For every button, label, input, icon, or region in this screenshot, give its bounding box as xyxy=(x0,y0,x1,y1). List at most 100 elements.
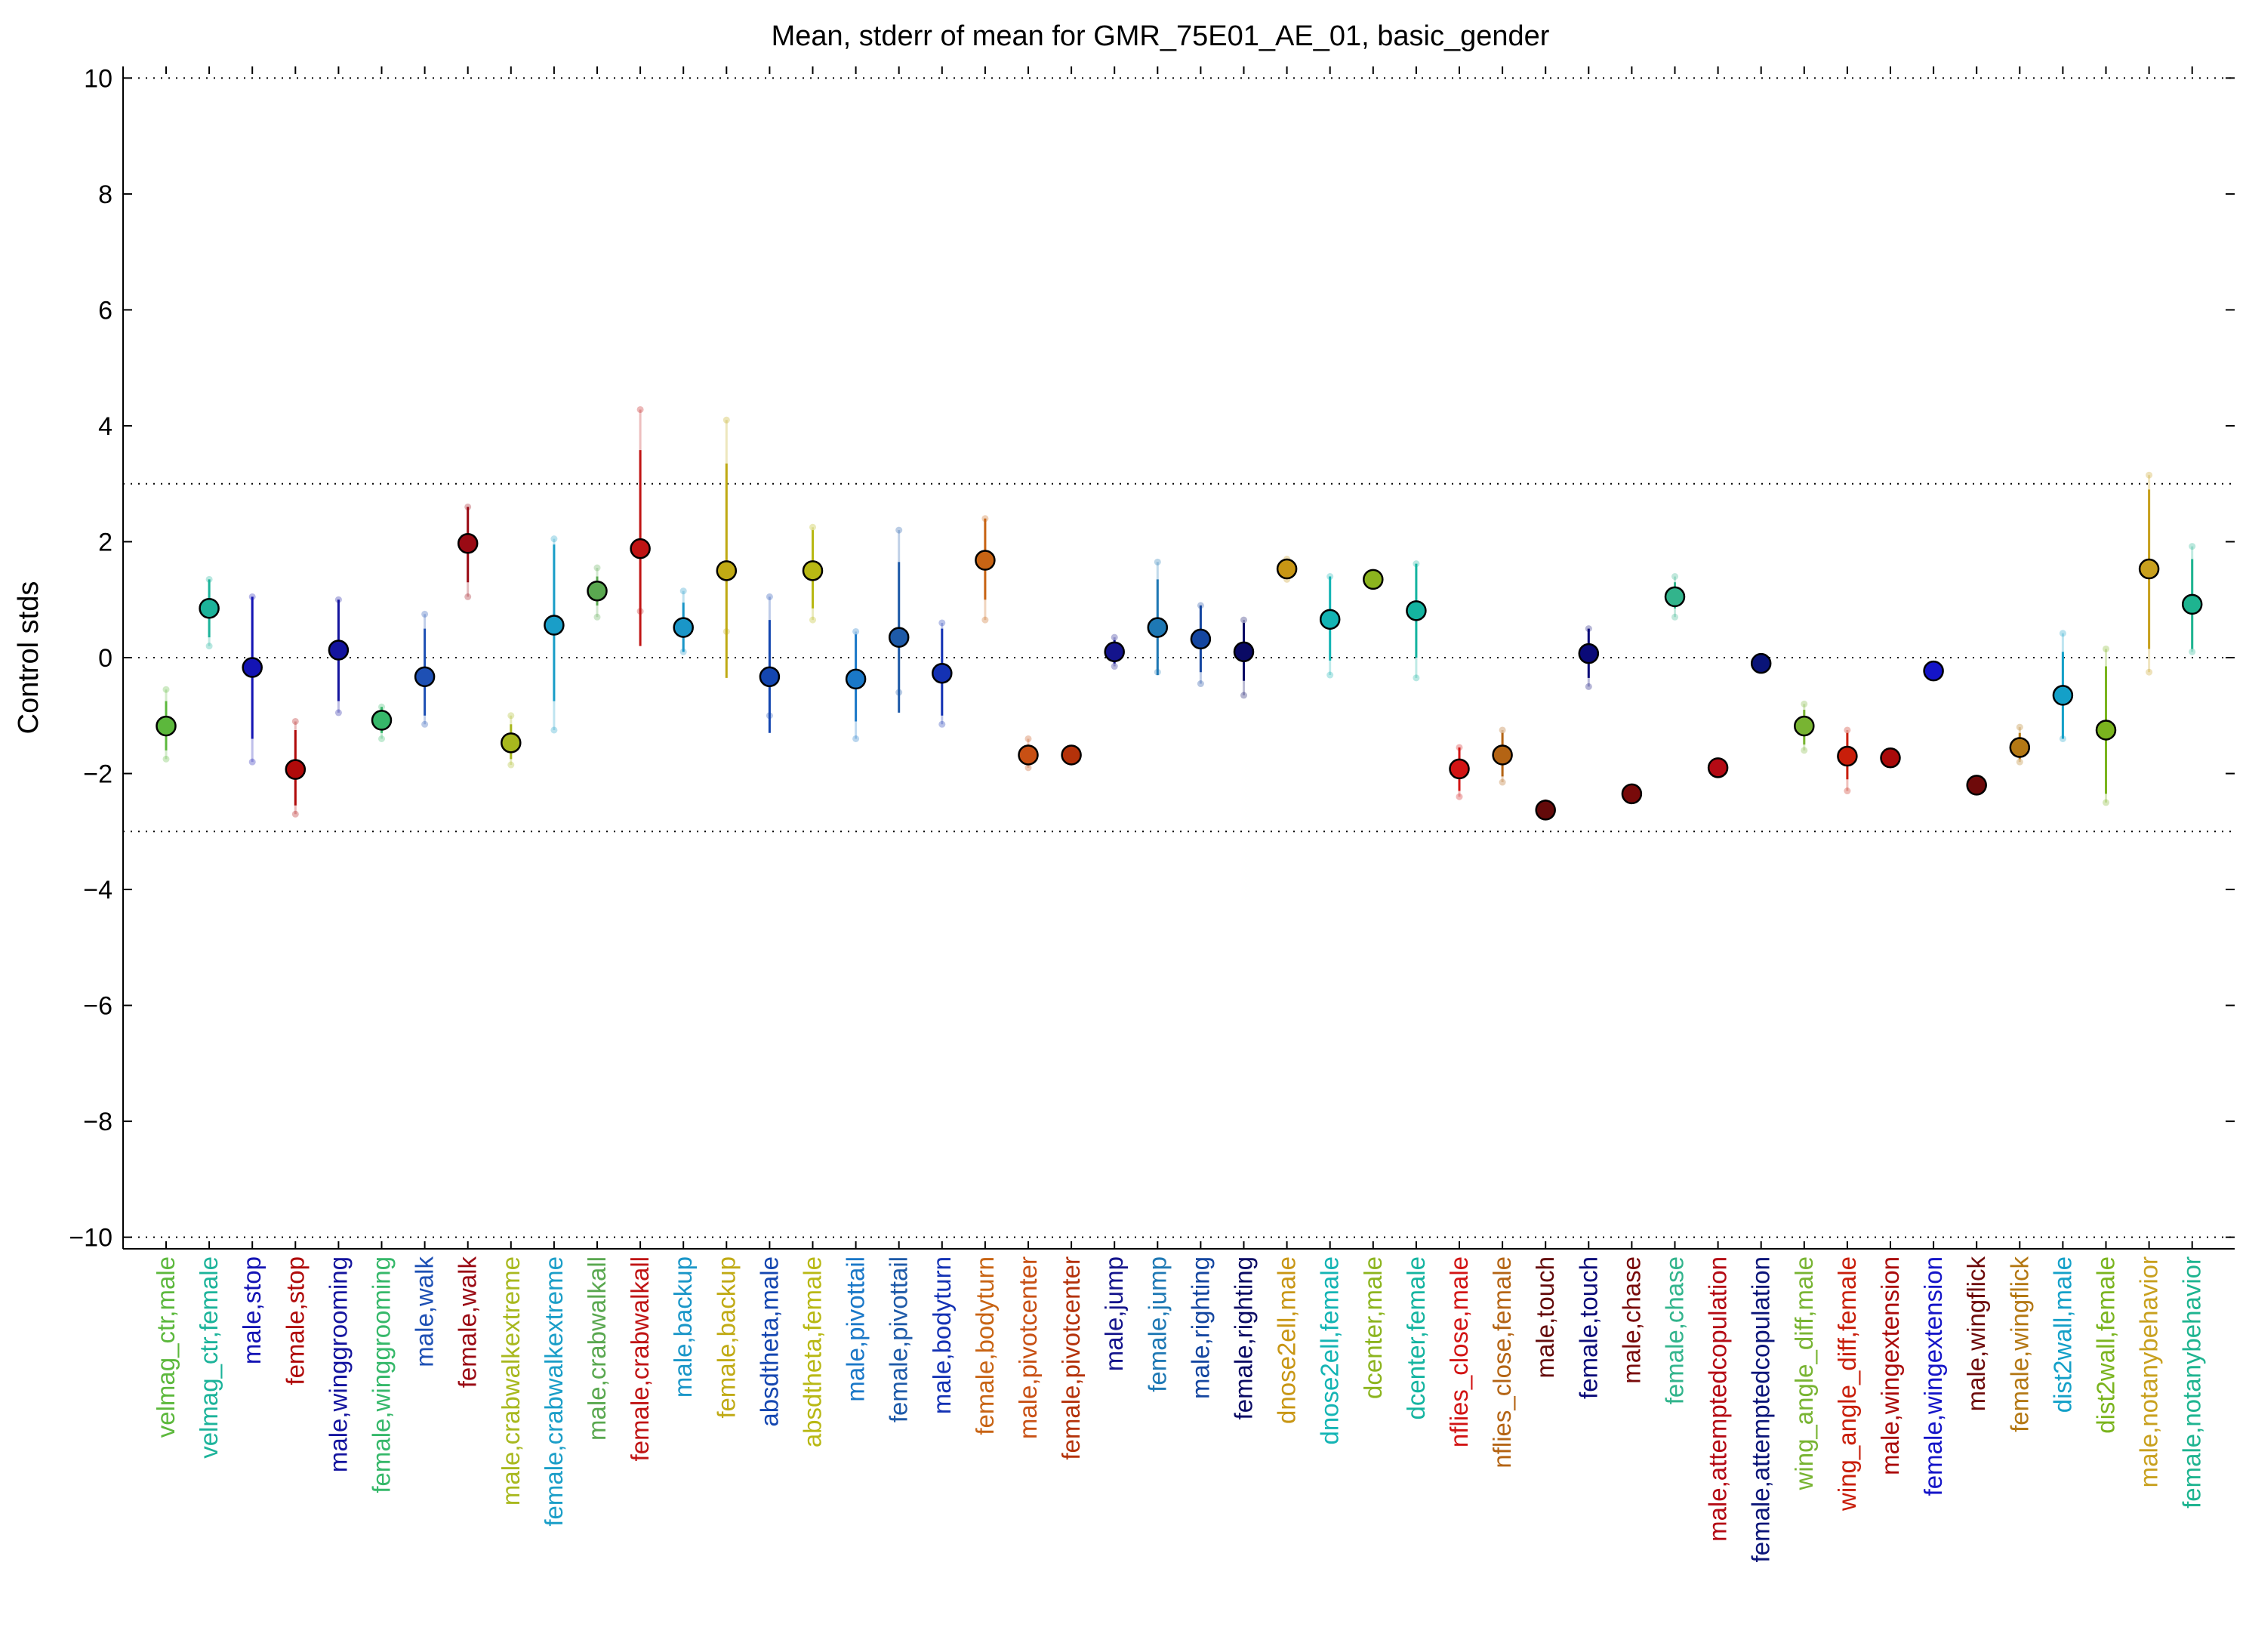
category-label: female,touch xyxy=(1574,1256,1602,1399)
extent-dot xyxy=(1111,663,1118,670)
mean-point xyxy=(371,710,393,731)
category-label: dist2wall,male xyxy=(2048,1256,2076,1413)
extent-dot xyxy=(809,523,816,531)
y-tick-label: −2 xyxy=(83,760,112,789)
mean-point xyxy=(2138,558,2160,580)
extent-dot xyxy=(1111,633,1118,641)
extent-dot xyxy=(1240,692,1247,699)
extent-dot xyxy=(334,709,342,717)
category-label: male,backup xyxy=(669,1256,697,1398)
category-label: female,pivottail xyxy=(885,1256,913,1422)
extent-dot xyxy=(2189,543,2196,550)
extent-dot xyxy=(938,720,946,728)
mean-point xyxy=(199,598,220,619)
category-label: female,crabwalkextreme xyxy=(540,1256,568,1527)
mean-point xyxy=(1449,758,1470,780)
category-label: male,pivottail xyxy=(842,1256,870,1402)
category-label: absdtheta,male xyxy=(755,1256,783,1427)
extent-dot xyxy=(1499,726,1506,734)
extent-dot xyxy=(1456,793,1463,800)
extent-dot xyxy=(938,619,946,627)
category-label: male,pivotcenter xyxy=(1014,1256,1042,1439)
extent-dot xyxy=(205,643,213,650)
mean-point xyxy=(1018,744,1039,766)
extent-dot xyxy=(2189,648,2196,655)
category-label: male,jump xyxy=(1100,1256,1128,1371)
category-label: female,pivotcenter xyxy=(1057,1256,1085,1460)
mean-point xyxy=(1147,617,1169,638)
extent-dot xyxy=(248,758,256,766)
category-label: female,righting xyxy=(1230,1256,1258,1419)
extent-dot xyxy=(378,735,385,742)
category-label: female,stop xyxy=(281,1256,309,1385)
extent-dot xyxy=(464,593,472,600)
extent-dot xyxy=(809,616,816,624)
extent-dot xyxy=(895,526,903,534)
category-label: female,attemptedcopulation xyxy=(1747,1256,1775,1562)
mean-point xyxy=(1363,569,1384,590)
extent-dot xyxy=(1024,764,1032,772)
category-labels: velmag_ctr,male velmag_ctr,female male,sto… xyxy=(152,1256,2206,1563)
category-label: male,attemptedcopulation xyxy=(1704,1256,1732,1542)
y-tick-label: −10 xyxy=(69,1224,112,1253)
category-label: female,walk xyxy=(454,1256,482,1388)
axes xyxy=(122,66,2235,1250)
mean-point xyxy=(759,666,781,688)
extent-dot xyxy=(1671,613,1678,621)
extent-dot xyxy=(1154,558,1161,566)
mean-point xyxy=(587,580,608,602)
mean-point xyxy=(2095,720,2117,741)
extent-dot xyxy=(1844,787,1851,795)
category-label: male,bodyturn xyxy=(928,1256,956,1414)
extent-dot xyxy=(507,712,515,720)
category-label: dnose2ell,female xyxy=(1316,1256,1344,1445)
mean-point xyxy=(888,627,910,648)
extent-dot xyxy=(1413,674,1420,682)
extent-dot xyxy=(162,686,170,693)
mean-point xyxy=(544,615,565,636)
mean-point xyxy=(414,666,436,688)
category-label: female,notanybehavior xyxy=(2178,1256,2206,1509)
category-label: male,walk xyxy=(411,1256,439,1367)
category-label: wing_angle_diff,female xyxy=(1833,1256,1861,1512)
mean-point xyxy=(242,657,263,678)
category-label: male,stop xyxy=(238,1256,266,1364)
extent-dot xyxy=(1326,671,1334,679)
extent-dot xyxy=(2016,758,2023,766)
y-tick-label: 4 xyxy=(98,412,112,441)
mean-point xyxy=(1535,800,1556,821)
category-label: dist2wall,female xyxy=(2092,1256,2120,1434)
mean-point xyxy=(1319,609,1341,630)
mean-point xyxy=(1794,715,1815,737)
y-tick-label: −6 xyxy=(83,992,112,1021)
extent-dot xyxy=(162,755,170,763)
category-label: dnose2ell,male xyxy=(1273,1256,1301,1424)
extent-dot xyxy=(2146,668,2153,676)
extent-dot xyxy=(550,726,558,734)
category-label: female,wingflick xyxy=(2005,1256,2033,1432)
mean-point xyxy=(1966,775,1987,796)
mean-point xyxy=(1707,757,1729,778)
category-label: male,wingextension xyxy=(1876,1256,1904,1475)
mean-point xyxy=(156,715,177,737)
extent-dot xyxy=(852,627,860,635)
mean-point xyxy=(1233,641,1255,663)
y-tick-label: 10 xyxy=(84,64,112,93)
data-points xyxy=(156,66,2203,1249)
category-label: nflies_close,male xyxy=(1445,1256,1473,1447)
extent-dot xyxy=(2103,799,2109,806)
extent-dot xyxy=(291,717,299,725)
extent-dot xyxy=(852,735,860,742)
mean-point xyxy=(1061,744,1082,766)
category-label: velmag_ctr,female xyxy=(195,1256,223,1459)
mean-point xyxy=(1492,744,1513,766)
extent-dot xyxy=(722,416,730,424)
mean-point xyxy=(2181,593,2203,615)
extent-dot xyxy=(421,610,429,618)
mean-point xyxy=(1578,643,1600,664)
mean-point xyxy=(457,533,479,554)
category-label: female,backup xyxy=(712,1256,740,1419)
category-label: male,crabwalkextreme xyxy=(497,1256,525,1506)
extent-dot xyxy=(1240,616,1247,624)
